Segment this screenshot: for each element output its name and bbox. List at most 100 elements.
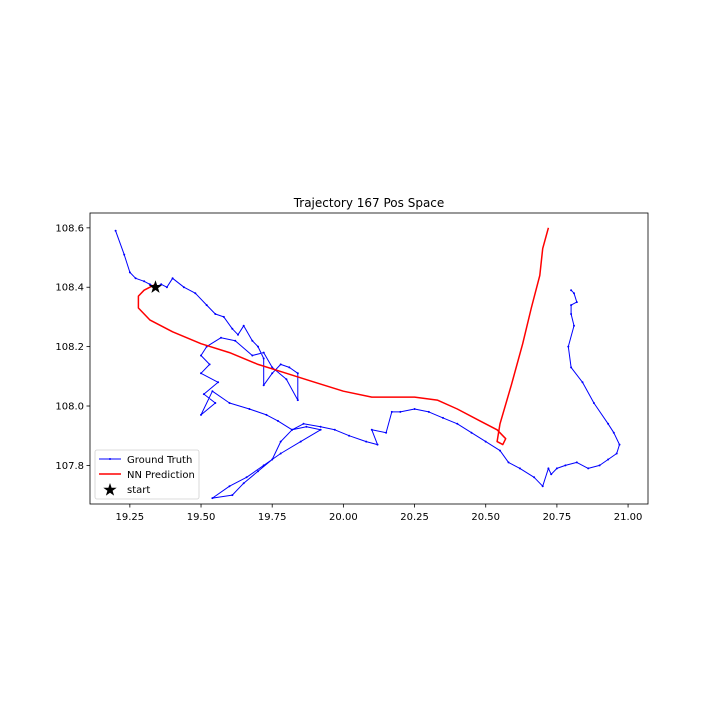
ground-truth-point <box>291 428 294 431</box>
ground-truth-point <box>134 277 137 280</box>
ground-truth-point <box>385 431 388 434</box>
ground-truth-point <box>202 393 205 396</box>
nn-prediction-line <box>137 227 550 446</box>
ground-truth-point <box>555 467 558 470</box>
y-tick-label: 108.0 <box>55 402 84 413</box>
ground-truth-point <box>570 366 573 369</box>
ground-truth-point <box>200 354 202 357</box>
ground-truth-point <box>573 292 575 295</box>
ground-truth-point <box>607 422 610 425</box>
ground-truth-point <box>251 339 254 342</box>
ground-truth-point <box>242 324 245 327</box>
ground-truth-point <box>279 440 282 443</box>
ground-truth-point <box>242 482 245 485</box>
legend-label-start: start <box>127 485 150 496</box>
ground-truth-point <box>288 366 291 369</box>
y-tick-label: 108.2 <box>55 342 84 353</box>
ground-truth-point <box>214 313 217 315</box>
ground-truth-point <box>271 366 274 369</box>
x-tick-label: 20.75 <box>543 512 572 523</box>
ground-truth-point <box>123 253 126 256</box>
plot-area <box>114 227 621 500</box>
ground-truth-point <box>257 470 259 473</box>
ground-truth-point <box>319 428 322 431</box>
ground-truth-point <box>575 301 578 304</box>
ground-truth-point <box>262 464 265 467</box>
ground-truth-point <box>319 425 322 428</box>
x-tick-label: 20.00 <box>329 512 358 523</box>
ground-truth-point <box>302 422 305 425</box>
ground-truth-point <box>587 467 590 470</box>
ground-truth-point <box>271 372 274 375</box>
ground-truth-point <box>165 286 168 289</box>
legend-marker-ground-truth <box>109 458 111 460</box>
legend-star-marker <box>103 483 117 496</box>
ground-truth-point <box>376 443 379 446</box>
x-tick-label: 19.50 <box>187 512 216 523</box>
ground-truth-point <box>564 464 567 467</box>
ground-truth-point <box>208 363 211 366</box>
ground-truth-point <box>541 485 544 488</box>
ground-truth-point <box>612 431 615 434</box>
start-marker <box>148 280 163 293</box>
ground-truth-point <box>228 485 231 488</box>
ground-truth-point <box>214 402 217 404</box>
ground-truth-point <box>200 413 202 416</box>
x-axis: 19.25 19.50 19.75 20.00 20.25 20.50 20.75 21.00 <box>116 504 643 523</box>
ground-truth-point <box>262 357 265 360</box>
y-axis: 107.8 108.0 108.2 108.4 108.6 <box>55 223 90 472</box>
ground-truth-point <box>271 458 274 461</box>
ground-truth-point <box>245 476 248 479</box>
ground-truth-point <box>182 286 185 289</box>
ground-truth-point <box>222 315 225 318</box>
ground-truth-point <box>370 428 373 431</box>
ground-truth-line <box>115 230 620 499</box>
chart-title: Trajectory 167 Pos Space <box>293 196 445 210</box>
ground-truth-point <box>484 440 487 443</box>
ground-truth-point <box>211 390 214 393</box>
ground-truth-point <box>228 402 231 404</box>
x-tick-label: 19.25 <box>116 512 145 523</box>
ground-truth-point <box>276 419 279 422</box>
ground-truth-point <box>518 467 521 470</box>
ground-truth-point <box>231 327 234 330</box>
ground-truth-point <box>575 461 578 464</box>
ground-truth-point <box>279 363 282 366</box>
y-tick-label: 108.6 <box>55 223 84 234</box>
y-tick-label: 107.8 <box>55 461 84 472</box>
legend: Ground Truth NN Prediction start <box>94 449 200 500</box>
ground-truth-point <box>442 416 444 419</box>
ground-truth-point <box>257 345 259 348</box>
ground-truth-point <box>390 410 393 413</box>
x-tick-label: 21.00 <box>614 512 643 523</box>
ground-truth-point <box>618 443 621 446</box>
ground-truth-point <box>470 431 473 434</box>
ground-truth-point <box>598 464 601 467</box>
plot-frame <box>89 212 649 505</box>
legend-frame <box>94 449 200 500</box>
ground-truth-point <box>211 497 214 500</box>
ground-truth-point <box>128 271 131 274</box>
ground-truth-point <box>217 381 220 384</box>
ground-truth-point <box>305 425 308 428</box>
ground-truth-point <box>171 277 174 280</box>
ground-truth-point <box>592 402 595 404</box>
ground-truth-point <box>200 372 202 375</box>
legend-label-ground-truth: Ground Truth <box>127 455 192 466</box>
ground-truth-point <box>114 229 117 232</box>
ground-truth-point <box>533 476 536 479</box>
ground-truth-point <box>550 473 553 476</box>
ground-truth-point <box>148 283 151 286</box>
ground-truth-point <box>507 461 510 464</box>
ground-truth-point <box>399 410 402 413</box>
ground-truth-point <box>581 381 584 384</box>
ground-truth-point <box>237 333 239 336</box>
ground-truth-point <box>234 339 237 342</box>
ground-truth-point <box>194 292 197 295</box>
ground-truth-point <box>285 378 288 381</box>
x-tick-label: 20.50 <box>471 512 500 523</box>
ground-truth-point <box>205 304 208 307</box>
ground-truth-point <box>251 354 254 357</box>
ground-truth-point <box>248 408 251 410</box>
